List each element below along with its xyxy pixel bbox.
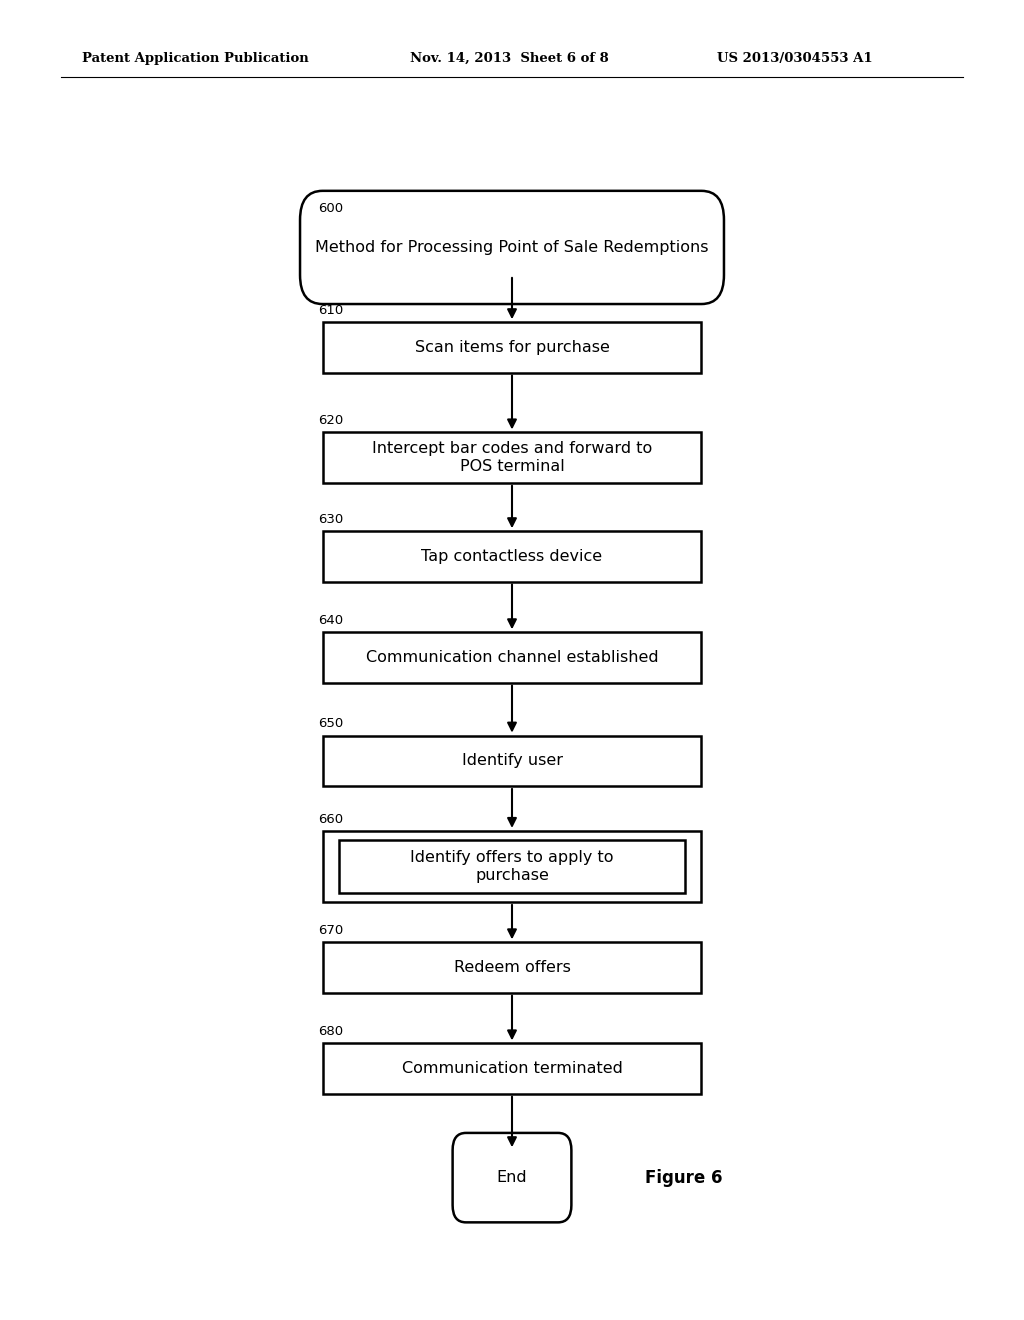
Text: 610: 610 bbox=[318, 304, 344, 317]
FancyBboxPatch shape bbox=[300, 191, 724, 304]
Bar bbox=[323, 735, 701, 785]
Text: Method for Processing Point of Sale Redemptions: Method for Processing Point of Sale Rede… bbox=[315, 240, 709, 255]
Text: Intercept bar codes and forward to
POS terminal: Intercept bar codes and forward to POS t… bbox=[372, 441, 652, 474]
Bar bbox=[339, 840, 685, 892]
Text: 620: 620 bbox=[318, 414, 344, 428]
Text: Patent Application Publication: Patent Application Publication bbox=[82, 51, 308, 65]
Text: Communication terminated: Communication terminated bbox=[401, 1061, 623, 1076]
Bar bbox=[323, 942, 701, 993]
Text: Identify offers to apply to
purchase: Identify offers to apply to purchase bbox=[411, 850, 613, 883]
Text: 650: 650 bbox=[318, 717, 344, 730]
Text: Tap contactless device: Tap contactless device bbox=[422, 549, 602, 564]
Text: End: End bbox=[497, 1170, 527, 1185]
Bar bbox=[323, 830, 701, 902]
Text: Communication channel established: Communication channel established bbox=[366, 649, 658, 665]
Bar bbox=[323, 1043, 701, 1094]
Bar bbox=[323, 632, 701, 682]
Text: 660: 660 bbox=[318, 813, 344, 825]
Text: Identify user: Identify user bbox=[462, 754, 562, 768]
Text: Redeem offers: Redeem offers bbox=[454, 960, 570, 975]
Text: 600: 600 bbox=[318, 202, 344, 215]
Text: US 2013/0304553 A1: US 2013/0304553 A1 bbox=[717, 51, 872, 65]
Text: 670: 670 bbox=[318, 924, 344, 937]
Text: Scan items for purchase: Scan items for purchase bbox=[415, 339, 609, 355]
Text: 630: 630 bbox=[318, 512, 344, 525]
FancyBboxPatch shape bbox=[453, 1133, 571, 1222]
Text: Figure 6: Figure 6 bbox=[645, 1168, 723, 1187]
Text: Nov. 14, 2013  Sheet 6 of 8: Nov. 14, 2013 Sheet 6 of 8 bbox=[410, 51, 608, 65]
Text: 640: 640 bbox=[318, 614, 344, 627]
Bar bbox=[323, 433, 701, 483]
Bar bbox=[323, 531, 701, 582]
Text: 680: 680 bbox=[318, 1026, 344, 1038]
Bar bbox=[323, 322, 701, 372]
